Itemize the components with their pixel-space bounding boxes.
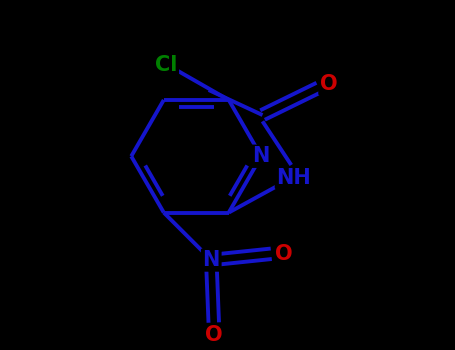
Text: N: N (253, 146, 270, 166)
Text: NH: NH (276, 168, 311, 188)
Text: O: O (205, 325, 222, 345)
Text: Cl: Cl (155, 55, 177, 75)
Text: O: O (320, 74, 338, 94)
Text: N: N (202, 250, 220, 270)
Text: O: O (275, 244, 293, 264)
